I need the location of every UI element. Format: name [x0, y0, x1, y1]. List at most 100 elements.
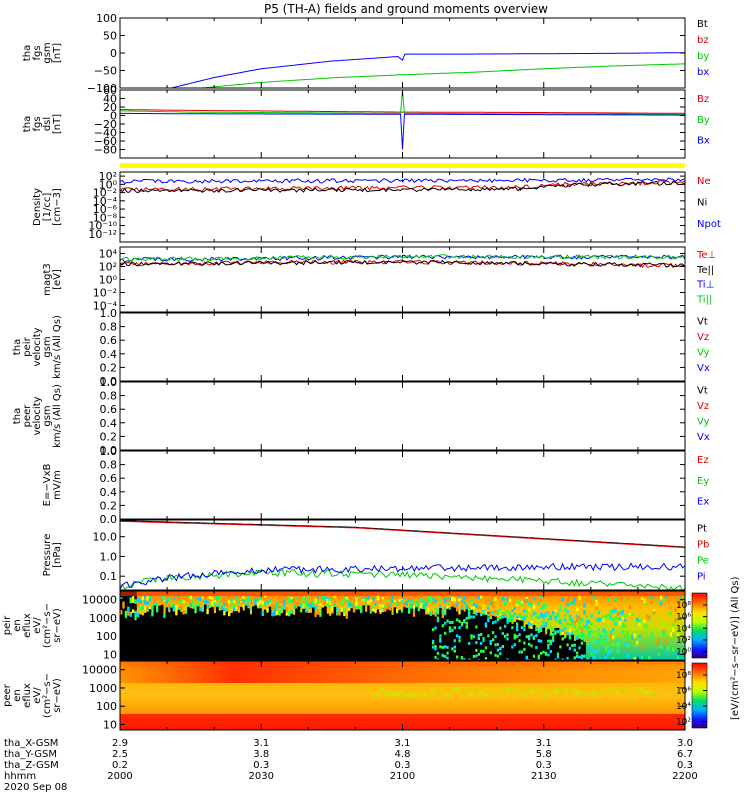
panel-frame [119, 381, 686, 451]
panel-ylabel-line: [cm−3] [52, 188, 63, 226]
colorbar-tick-label: 10⁸ [676, 601, 691, 611]
y-tick-label: 10⁰ [99, 274, 118, 287]
y-tick-label: 10⁻² [93, 187, 117, 200]
series-fgs_gsm-bx [169, 52, 685, 88]
y-tick-label: −60 [94, 135, 117, 148]
time-row-value: 0.3 [536, 760, 552, 771]
panel-ylabel-line: E=−VxB [42, 464, 53, 507]
time-row-value: 2100 [390, 771, 415, 782]
time-row-value: 2130 [531, 771, 556, 782]
y-tick-label: 1000 [89, 612, 117, 625]
panel-ylabel-line: velocity [32, 327, 43, 366]
y-tick-label: 1.0 [100, 445, 118, 458]
time-row-label: tha_X-GSM [4, 738, 58, 749]
y-tick-label: 0.2 [100, 361, 118, 374]
panel-ylabel-line: dsl [42, 117, 53, 131]
panel-frame [119, 450, 686, 520]
time-row-value: 2.5 [112, 749, 128, 760]
time-row-value: 3.0 [677, 738, 693, 749]
y-tick-label: 100 [96, 630, 117, 643]
colorbar-tick-label: 10⁸ [676, 671, 691, 681]
y-tick-label: 40 [103, 93, 117, 106]
panel-ylabel-line: peir [22, 336, 33, 356]
colorbar-tick-label: 10² [676, 718, 691, 728]
panel-ylabel-line: tha [0, 687, 3, 703]
legend-by: by [697, 51, 709, 62]
y-tick-label: 0.8 [100, 321, 118, 334]
panel-ylabel-line: sr−eV) [52, 608, 63, 643]
y-tick-label: −100 [87, 82, 117, 95]
time-row-value: 0.3 [253, 760, 269, 771]
legend-Ex: Ex [697, 496, 709, 507]
panel-ylabel-line: [1/cc] [42, 193, 53, 222]
panel-ylabel-line: km/s (All Qs) [52, 315, 63, 379]
legend-Vz: Vz [697, 401, 709, 412]
y-tick-label: −40 [94, 127, 117, 140]
legend-Ne: Ne [697, 176, 711, 187]
peer-mid-band [374, 687, 659, 699]
y-tick-label: 0.0 [100, 444, 118, 457]
y-tick-label: 100 [96, 700, 117, 713]
time-row-value: 3.1 [253, 738, 269, 749]
y-tick-label: 0 [110, 47, 117, 60]
legend-Te⊥: Te⊥ [696, 250, 716, 261]
y-tick-label: 0.4 [100, 417, 118, 430]
y-tick-label: 10⁻² [93, 287, 117, 300]
panel-ylabel-line: tha [0, 617, 3, 633]
y-tick-label: 50 [103, 30, 117, 43]
colorbar-units-label: [eV/(cm²−s−sr−eV)] (All Qs) [730, 576, 741, 720]
panel-ylabel-line: [eV] [52, 269, 63, 290]
time-row-label: tha_Z-GSM [4, 760, 59, 771]
y-tick-label: 0 [110, 110, 117, 123]
y-tick-label: 10 [103, 649, 117, 662]
legend-Ey: Ey [697, 476, 709, 487]
series-pressure-Pb [120, 520, 685, 549]
time-row-value: 3.1 [395, 738, 411, 749]
y-tick-label: 60 [103, 84, 117, 97]
date-label: 2020 Sep 08 [4, 782, 67, 793]
colorbar [691, 592, 708, 659]
panel-ylabel-line: gsm [42, 405, 53, 426]
panel-ylabel-line: [nPa] [52, 542, 63, 568]
time-row-value: 2030 [249, 771, 274, 782]
time-row-label: tha_Y-GSM [4, 749, 57, 760]
figure-title: P5 (TH-A) fields and ground moments over… [264, 2, 548, 16]
y-tick-label: 10⁻⁸ [93, 211, 118, 224]
y-tick-label: 10⁻¹⁰ [88, 220, 117, 233]
series-density-Npot [120, 177, 685, 184]
y-tick-label: 10⁻⁶ [93, 203, 118, 216]
y-tick-label: −50 [94, 65, 117, 78]
y-tick-label: −20 [94, 118, 117, 131]
series-fgs_dsl-Bx [120, 112, 685, 150]
y-tick-label: 0.8 [100, 459, 118, 472]
panel-ylabel-line: peer [2, 683, 13, 707]
legend-Pt: Pt [697, 523, 707, 534]
y-tick-label: 0.6 [100, 403, 118, 416]
time-row-value: 3.8 [253, 749, 269, 760]
y-tick-label: 10000 [82, 664, 117, 677]
y-tick-label: 10⁻⁴ [93, 195, 118, 208]
legend-Bx: Bx [697, 135, 710, 146]
panel-ylabel-line: tha [22, 45, 33, 61]
legend-Vz: Vz [697, 332, 709, 343]
legend-By: By [697, 115, 710, 126]
series-temperature-Te|| [120, 259, 685, 268]
time-row-value: 5.8 [536, 749, 552, 760]
legend-Pi: Pi [697, 571, 706, 582]
legend-Ez: Ez [697, 455, 709, 466]
time-row-value: 0.3 [395, 760, 411, 771]
y-tick-label: 10⁴ [99, 248, 118, 261]
panel-peer_eflux: 10000 1000 100 10 tha peer en eflux eV/(cm²−s− sr… [0, 660, 708, 732]
legend-bx: bx [697, 67, 709, 78]
legend-Ni: Ni [697, 198, 707, 209]
panel-ylabel-line: gsm [42, 336, 53, 357]
time-row-value: 2000 [107, 771, 132, 782]
y-tick-label: 10000 [82, 594, 117, 607]
panel-pressure: 10.0 1.0 0.1 Pressure [nPa] Pt Pb Pe Pi [42, 519, 709, 591]
legend-bz: bz [697, 35, 709, 46]
legend-Vy: Vy [697, 347, 710, 358]
